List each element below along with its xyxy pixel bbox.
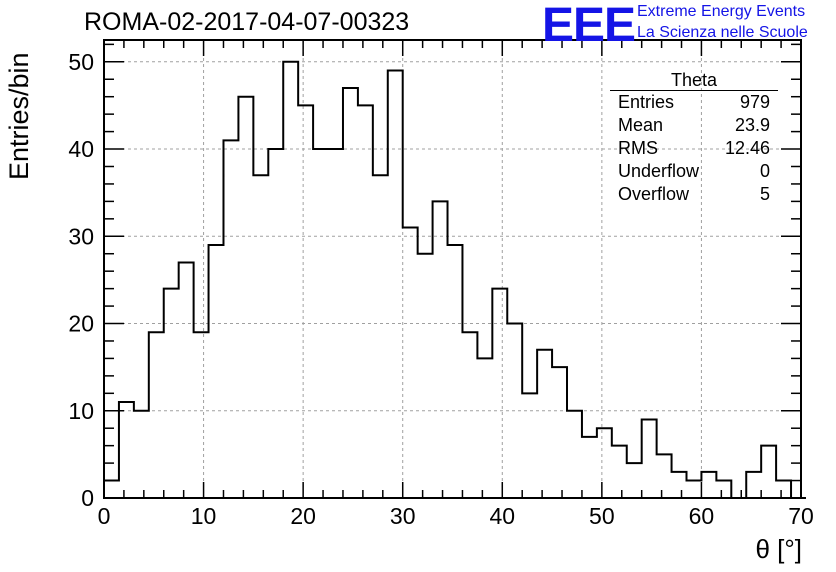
y-tick-label: 30: [68, 223, 94, 249]
x-axis-label: θ [°]: [755, 534, 802, 564]
stats-title: Theta: [610, 70, 778, 91]
x-tick-label: 0: [98, 503, 111, 529]
stats-label: Mean: [618, 115, 664, 135]
stats-row: RMS 12.46: [610, 137, 778, 160]
y-tick-label: 10: [68, 398, 94, 424]
grid-lines: [104, 40, 801, 498]
stats-label: Overflow: [618, 184, 690, 204]
stats-row: Overflow 5: [610, 183, 778, 206]
stats-row: Underflow 0: [610, 160, 778, 183]
stats-label: RMS: [618, 138, 658, 158]
y-tick-label: 40: [68, 136, 94, 162]
stats-value: 12.46: [724, 138, 770, 158]
stats-value: 23.9: [734, 115, 770, 135]
x-tick-label: 20: [290, 503, 316, 529]
x-tick-label: 10: [191, 503, 217, 529]
x-tick-label: 30: [390, 503, 416, 529]
stats-label: Underflow: [618, 161, 700, 181]
x-tick-label: 40: [489, 503, 515, 529]
stats-row: Entries 979: [610, 91, 778, 114]
x-tick-label: 60: [689, 503, 715, 529]
stats-value: 0: [759, 161, 770, 181]
x-tick-label: 70: [788, 503, 814, 529]
eee-logo: EEE: [542, 0, 636, 52]
x-tick-labels: 0 10 20 30 40 50 60 70: [98, 503, 814, 529]
stats-row: Mean 23.9: [610, 114, 778, 137]
y-tick-label: 20: [68, 311, 94, 337]
histogram-series: [103, 60, 806, 499]
axis-ticks: [103, 40, 802, 499]
chart-title: ROMA-02-2017-04-07-00323: [84, 8, 410, 36]
y-tick-label: 50: [68, 49, 94, 75]
y-tick-label: 0: [81, 485, 94, 511]
stats-label: Entries: [618, 92, 675, 112]
logo-caption-line2: La Scienza nelle Scuole: [637, 24, 808, 41]
y-tick-labels: 0 10 20 30 40 50: [68, 49, 94, 511]
stats-value: 979: [739, 92, 770, 112]
x-tick-label: 50: [589, 503, 615, 529]
stats-box: Theta Entries 979 Mean 23.9 RMS 12.46 Un…: [610, 70, 778, 206]
y-axis-label: Entries/bin: [4, 52, 34, 180]
logo-caption-line1: Extreme Energy Events: [637, 3, 806, 20]
plot-frame: [103, 39, 802, 499]
stats-value: 5: [759, 184, 770, 204]
